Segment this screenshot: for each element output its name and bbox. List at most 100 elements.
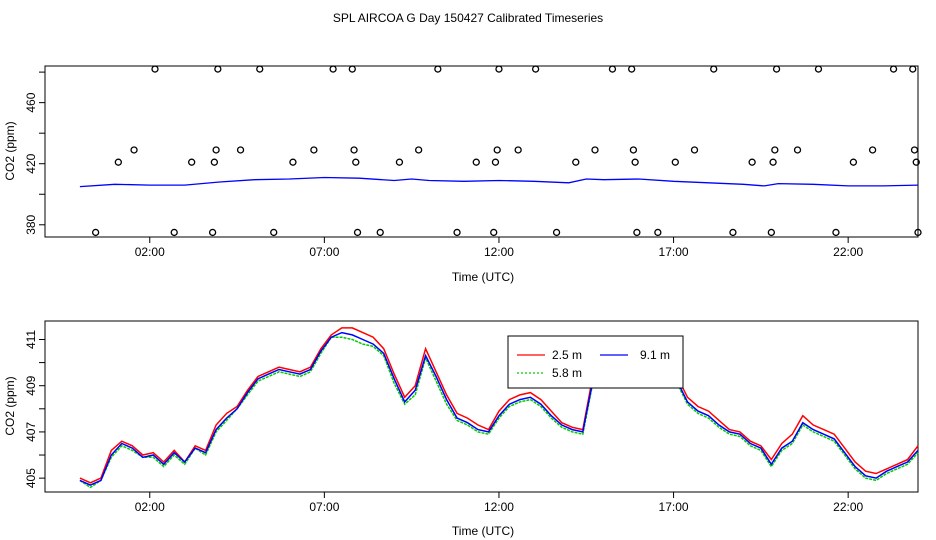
- calibration-point: [771, 146, 779, 154]
- bottom-x-axis: 02:00 07:00 12:00 17:00 22:00: [135, 492, 863, 514]
- calibration-point: [472, 158, 480, 166]
- calibration-point: [552, 228, 561, 237]
- calibration-point: [91, 228, 100, 237]
- calibration-point: [236, 146, 245, 154]
- calibration-point: [654, 228, 662, 237]
- top-points-layer: [91, 65, 922, 237]
- calibration-point: [212, 146, 220, 154]
- y-tick-label: 420: [24, 153, 38, 173]
- calibration-point: [914, 228, 922, 237]
- x-tick-label: 02:00: [135, 500, 165, 514]
- x-tick-label: 22:00: [833, 245, 863, 259]
- calibration-point: [270, 228, 278, 237]
- top-y-axis-label: CO2 (ppm): [3, 121, 17, 180]
- calibration-point: [910, 146, 919, 154]
- calibration-point: [490, 228, 498, 237]
- calibration-point: [350, 146, 358, 154]
- bottom-y-axis: 405 407 409 411: [24, 330, 45, 488]
- series-line-9-1-m: [79, 331, 919, 486]
- y-tick-label: 407: [24, 422, 38, 442]
- x-tick-label: 22:00: [833, 500, 863, 514]
- series-line-2-5-m: [79, 327, 919, 484]
- calibration-point: [748, 158, 756, 166]
- y-tick-label: 405: [24, 468, 38, 488]
- y-tick-label: 409: [24, 375, 38, 395]
- calibration-point: [591, 146, 599, 154]
- legend-box: [507, 335, 684, 389]
- top-x-axis-label: Time (UTC): [452, 270, 514, 284]
- legend-label-9-1m: 9.1 m: [640, 348, 670, 362]
- x-tick-label: 12:00: [484, 245, 514, 259]
- top-plot-frame: [44, 65, 919, 238]
- top-x-axis: 02:00 07:00 12:00 17:00 22:00: [135, 237, 863, 259]
- calibration-point: [453, 228, 461, 237]
- calibration-point: [628, 65, 636, 73]
- y-tick-label: 460: [24, 92, 38, 112]
- calibration-point: [170, 228, 178, 237]
- calibration-point: [130, 146, 138, 154]
- calibration-point: [814, 65, 823, 73]
- calibration-point: [352, 158, 360, 166]
- legend-label-2-5m: 2.5 m: [552, 348, 582, 362]
- calibration-point: [629, 146, 638, 154]
- calibration-point: [767, 228, 775, 237]
- chart-title: SPL AIRCOA G Day 150427 Calibrated Times…: [333, 11, 603, 25]
- top-y-axis: 380 420 460: [24, 71, 45, 235]
- calibration-point: [729, 228, 737, 237]
- calibration-point: [376, 228, 384, 237]
- top-panel: 02:00 07:00 12:00 17:00 22:00 380 420 460 Time…: [3, 65, 922, 284]
- calibration-point: [491, 158, 500, 166]
- calibration-point: [608, 65, 617, 73]
- calibration-point: [493, 146, 501, 154]
- calibration-point: [912, 158, 920, 166]
- calibration-point: [531, 65, 540, 73]
- x-tick-label: 17:00: [659, 500, 689, 514]
- bottom-series-layer: [79, 327, 919, 489]
- legend-label-5-8m: 5.8 m: [552, 366, 582, 380]
- calibration-point: [849, 158, 858, 166]
- series-line-5-8-m: [79, 336, 919, 489]
- calibration-point: [256, 65, 264, 73]
- calibration-point: [495, 65, 503, 73]
- bottom-x-axis-label: Time (UTC): [452, 524, 514, 538]
- calibration-point: [690, 146, 699, 154]
- x-tick-label: 12:00: [484, 500, 514, 514]
- x-tick-label: 07:00: [309, 245, 339, 259]
- calibration-point: [395, 158, 404, 166]
- calibration-point: [710, 65, 718, 73]
- calibration-point: [310, 146, 318, 154]
- calibration-point: [151, 65, 159, 73]
- y-tick-label: 380: [24, 214, 38, 234]
- calibration-point: [434, 65, 442, 73]
- calibration-point: [214, 65, 222, 73]
- x-tick-label: 17:00: [659, 245, 689, 259]
- calibration-point: [188, 158, 196, 166]
- calibration-point: [208, 228, 217, 237]
- calibration-point: [631, 158, 639, 166]
- bottom-y-axis-label: CO2 (ppm): [3, 376, 17, 435]
- calibration-point: [289, 158, 297, 166]
- x-tick-label: 02:00: [135, 245, 165, 259]
- calibration-point: [210, 158, 219, 166]
- x-tick-label: 07:00: [309, 500, 339, 514]
- calibration-point: [832, 228, 840, 237]
- calibration-point: [114, 158, 122, 166]
- y-tick-label: 411: [24, 330, 38, 349]
- series-line-ambient: [79, 176, 919, 188]
- calibration-point: [671, 158, 679, 166]
- calibration-point: [572, 158, 580, 166]
- calibration-point: [909, 65, 917, 73]
- calibration-point: [889, 65, 898, 73]
- calibration-point: [329, 65, 337, 73]
- calibration-point: [793, 146, 802, 154]
- calibration-point: [348, 65, 356, 73]
- calibration-point: [868, 146, 877, 154]
- legend: 2.5 m 9.1 m 5.8 m: [507, 335, 684, 389]
- calibration-point: [633, 228, 641, 237]
- top-series-layer: [79, 176, 919, 188]
- calibration-point: [772, 65, 781, 73]
- calibration-point: [353, 228, 362, 237]
- bottom-plot-frame: [44, 320, 919, 493]
- calibration-point: [514, 146, 522, 154]
